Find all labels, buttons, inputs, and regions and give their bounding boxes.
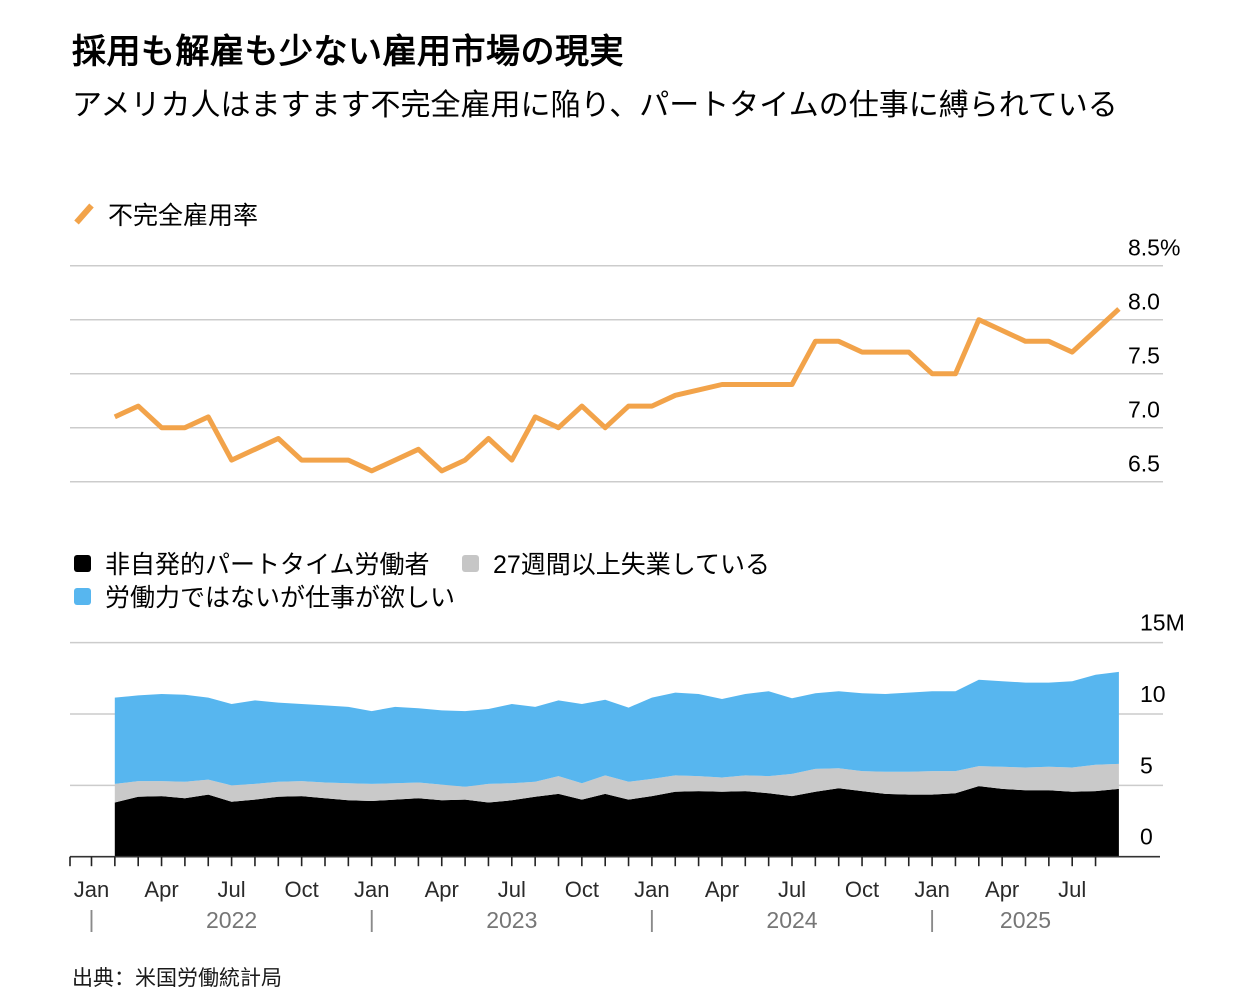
blue-swatch-icon <box>74 587 91 605</box>
month-label: Apr <box>144 877 178 902</box>
orange-slash-icon <box>72 202 96 226</box>
y-axis-tick-label: 5 <box>1140 752 1153 778</box>
month-label: Jul <box>1058 877 1086 902</box>
month-label: Jan <box>74 877 109 902</box>
gray-swatch-icon <box>462 554 479 572</box>
area-unemployed-27-weeks <box>114 763 1119 803</box>
month-label: Jul <box>778 877 806 902</box>
area-involuntary-part-time <box>114 786 1119 857</box>
month-label: Jul <box>498 877 526 902</box>
y-axis-tick-label: 7.5 <box>1128 343 1160 369</box>
year-label: 2023 <box>486 907 537 933</box>
year-divider: | <box>369 906 375 932</box>
legend-label: 27週間以上失業している <box>493 551 771 579</box>
month-label: Apr <box>425 877 459 902</box>
year-divider: | <box>89 906 95 932</box>
month-label: Apr <box>985 877 1019 902</box>
y-axis-tick-label: 10 <box>1140 681 1166 707</box>
y-axis-tick-label: 15M <box>1140 610 1185 636</box>
y-axis-tick-label: 0 <box>1140 824 1153 850</box>
legend-item-long-term-unemployed: 27週間以上失業している <box>462 548 771 579</box>
year-label: 2025 <box>1000 907 1051 933</box>
year-label: 2024 <box>766 907 817 933</box>
underemployment-rate-line <box>113 307 1121 474</box>
y-axis-tick-label: 8.5% <box>1128 235 1180 261</box>
legend-item-involuntary-part-time: 非自発的パートタイム労働者 <box>74 548 430 579</box>
y-axis-tick-label: 8.0 <box>1128 289 1160 315</box>
source-note: 出典：米国労働統計局 <box>72 967 282 990</box>
labor-slack-stacked-area-chart: 15M 10 5 0 Jan Apr Jul Oct Jan Apr Jul Oct Jan Apr Jul… <box>69 610 1185 933</box>
month-label: Jan <box>634 877 669 902</box>
page-title: 採用も解雇も少ない雇用市場の現実 <box>72 33 624 71</box>
month-label: Jan <box>914 877 949 902</box>
month-label: Oct <box>285 877 319 902</box>
month-label: Jan <box>354 877 389 902</box>
y-axis-tick-label: 6.5 <box>1128 451 1160 477</box>
legend-item-want-a-job: 労働力ではないが仕事が欲しい <box>74 581 456 612</box>
year-label: 2022 <box>206 907 257 933</box>
month-label: Oct <box>845 877 879 902</box>
year-divider: | <box>929 906 935 932</box>
page-subtitle: アメリカ人はますます不完全雇用に陥り、パートタイムの仕事に縛られている <box>72 89 1118 122</box>
y-axis-tick-label: 7.0 <box>1128 397 1160 423</box>
month-label: Oct <box>565 877 599 902</box>
line-legend-label: 不完全雇用率 <box>108 202 259 230</box>
area-chart-legend: 非自発的パートタイム労働者 27週間以上失業している 労働力ではないが仕事が欲し… <box>0 540 1254 612</box>
year-divider: | <box>649 906 655 932</box>
underemployment-rate-line-chart: 8.5% 8.0 7.5 7.0 6.5 <box>70 235 1180 483</box>
month-label: Apr <box>705 877 739 902</box>
month-label: Jul <box>218 877 246 902</box>
legend-label: 労働力ではないが仕事が欲しい <box>105 584 456 612</box>
black-swatch-icon <box>74 554 91 572</box>
area-want-a-job-not-in-labor-force <box>114 671 1119 787</box>
legend-label: 非自発的パートタイム労働者 <box>105 551 430 579</box>
line-chart-legend: 不完全雇用率 <box>72 196 258 232</box>
